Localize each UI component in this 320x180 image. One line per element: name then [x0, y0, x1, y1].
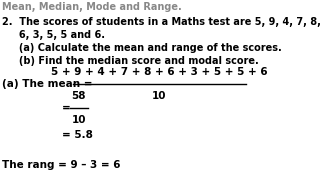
Text: 2.  The scores of students in a Maths test are 5, 9, 4, 7, 8,: 2. The scores of students in a Maths tes…: [2, 17, 320, 27]
Text: 58: 58: [72, 91, 86, 101]
Text: Mean, Median, Mode and Range.: Mean, Median, Mode and Range.: [2, 2, 181, 12]
Text: (b) Find the median score and modal score.: (b) Find the median score and modal scor…: [2, 56, 258, 66]
Text: 10: 10: [72, 115, 86, 125]
Text: =: =: [62, 103, 71, 113]
Text: = 5.8: = 5.8: [62, 130, 93, 140]
Text: 10: 10: [152, 91, 167, 101]
Text: 6, 3, 5, 5 and 6.: 6, 3, 5, 5 and 6.: [2, 30, 105, 40]
Text: (a) Calculate the mean and range of the scores.: (a) Calculate the mean and range of the …: [2, 43, 281, 53]
Text: 5 + 9 + 4 + 7 + 8 + 6 + 3 + 5 + 5 + 6: 5 + 9 + 4 + 7 + 8 + 6 + 3 + 5 + 5 + 6: [51, 67, 268, 77]
Text: The rang = 9 – 3 = 6: The rang = 9 – 3 = 6: [2, 160, 120, 170]
Text: (a) The mean =: (a) The mean =: [2, 79, 92, 89]
